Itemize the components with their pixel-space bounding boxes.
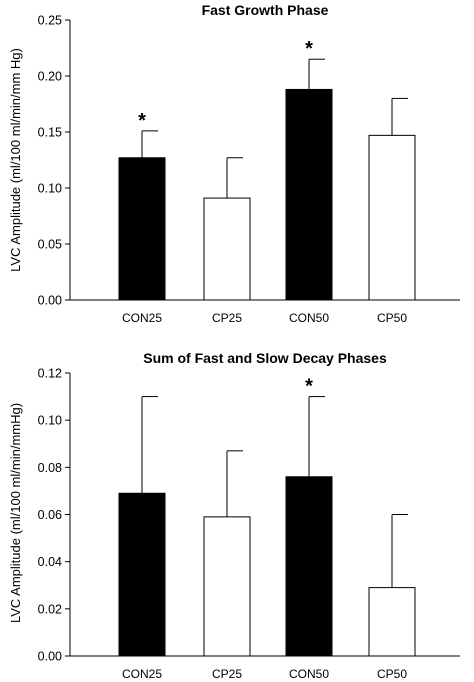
- bar: [368, 134, 416, 301]
- y-tick-label: 0.10: [38, 414, 62, 428]
- y-tick-label: 0.12: [38, 367, 62, 381]
- y-tick-label: 0.20: [38, 70, 62, 84]
- chart-title: Fast Growth Phase: [202, 2, 329, 18]
- bar: [368, 587, 416, 657]
- y-tick-label: 0.15: [38, 126, 62, 140]
- x-tick-label: CP50: [377, 667, 407, 681]
- chart-marks: 0.00 0.05 0.10 0.15 0.20 0.25 * CON25 CP25 * CON50…: [38, 14, 460, 325]
- x-tick-label: CON25: [122, 667, 162, 681]
- y-tick-label: 0.25: [38, 14, 62, 28]
- x-tick-label: CP50: [377, 311, 407, 325]
- chart-decay-sum: Sum of Fast and Slow Decay Phases LVC Am…: [8, 350, 460, 681]
- chart-fast-growth: Fast Growth Phase LVC Amplitude (ml/100 …: [8, 2, 460, 325]
- x-tick-label: CON25: [122, 311, 162, 325]
- y-axis-label: LVC Amplitude (ml/100 ml/min/mmHg): [8, 403, 23, 623]
- y-tick-label: 0.06: [38, 508, 62, 522]
- chart-title: Sum of Fast and Slow Decay Phases: [143, 350, 387, 366]
- bar: [118, 157, 166, 301]
- significance-marker: *: [138, 110, 146, 132]
- y-tick-label: 0.00: [38, 294, 62, 308]
- y-axis-label: LVC Amplitude (ml/100 ml/min/mm Hg): [8, 48, 23, 272]
- bar: [285, 88, 333, 301]
- chart-marks: 0.00 0.02 0.04 0.06 0.08 0.10 0.12 CON25 CP25 * CO…: [38, 367, 460, 681]
- y-tick-label: 0.10: [38, 182, 62, 196]
- y-tick-label: 0.04: [38, 555, 62, 569]
- significance-marker: *: [305, 376, 313, 398]
- y-tick-label: 0.08: [38, 461, 62, 475]
- bar: [203, 197, 251, 301]
- x-tick-label: CON50: [289, 667, 329, 681]
- bar: [285, 476, 333, 657]
- y-tick-label: 0.00: [38, 650, 62, 664]
- x-tick-label: CP25: [212, 667, 242, 681]
- bar: [118, 492, 166, 657]
- y-tick-label: 0.05: [38, 238, 62, 252]
- x-tick-label: CP25: [212, 311, 242, 325]
- bar: [203, 516, 251, 657]
- y-tick-label: 0.02: [38, 602, 62, 616]
- significance-marker: *: [305, 38, 313, 60]
- x-tick-label: CON50: [289, 311, 329, 325]
